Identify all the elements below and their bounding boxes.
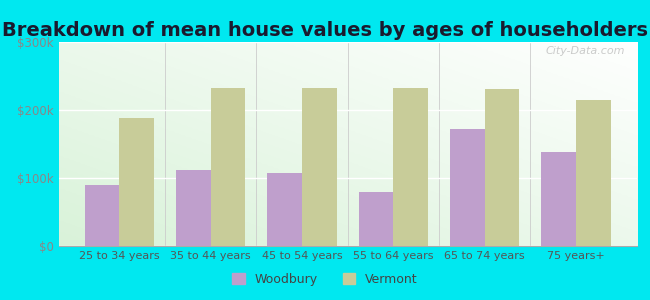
Bar [359,192,393,246]
Bar [120,118,154,246]
Bar [485,89,519,246]
Bar [84,185,120,246]
Bar [541,152,576,246]
Bar [450,129,485,246]
Legend: Woodbury, Vermont: Woodbury, Vermont [227,268,423,291]
Bar [267,173,302,246]
Bar [211,88,246,246]
Bar [302,88,337,246]
Bar [176,170,211,246]
Bar [393,88,428,246]
Text: City-Data.com: City-Data.com [546,46,625,56]
Text: Breakdown of mean house values by ages of householders: Breakdown of mean house values by ages o… [2,21,648,40]
Bar [576,100,611,246]
